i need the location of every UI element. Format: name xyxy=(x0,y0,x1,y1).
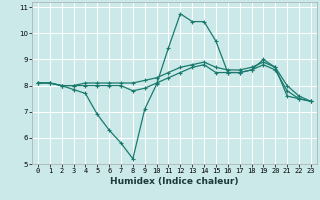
X-axis label: Humidex (Indice chaleur): Humidex (Indice chaleur) xyxy=(110,177,239,186)
